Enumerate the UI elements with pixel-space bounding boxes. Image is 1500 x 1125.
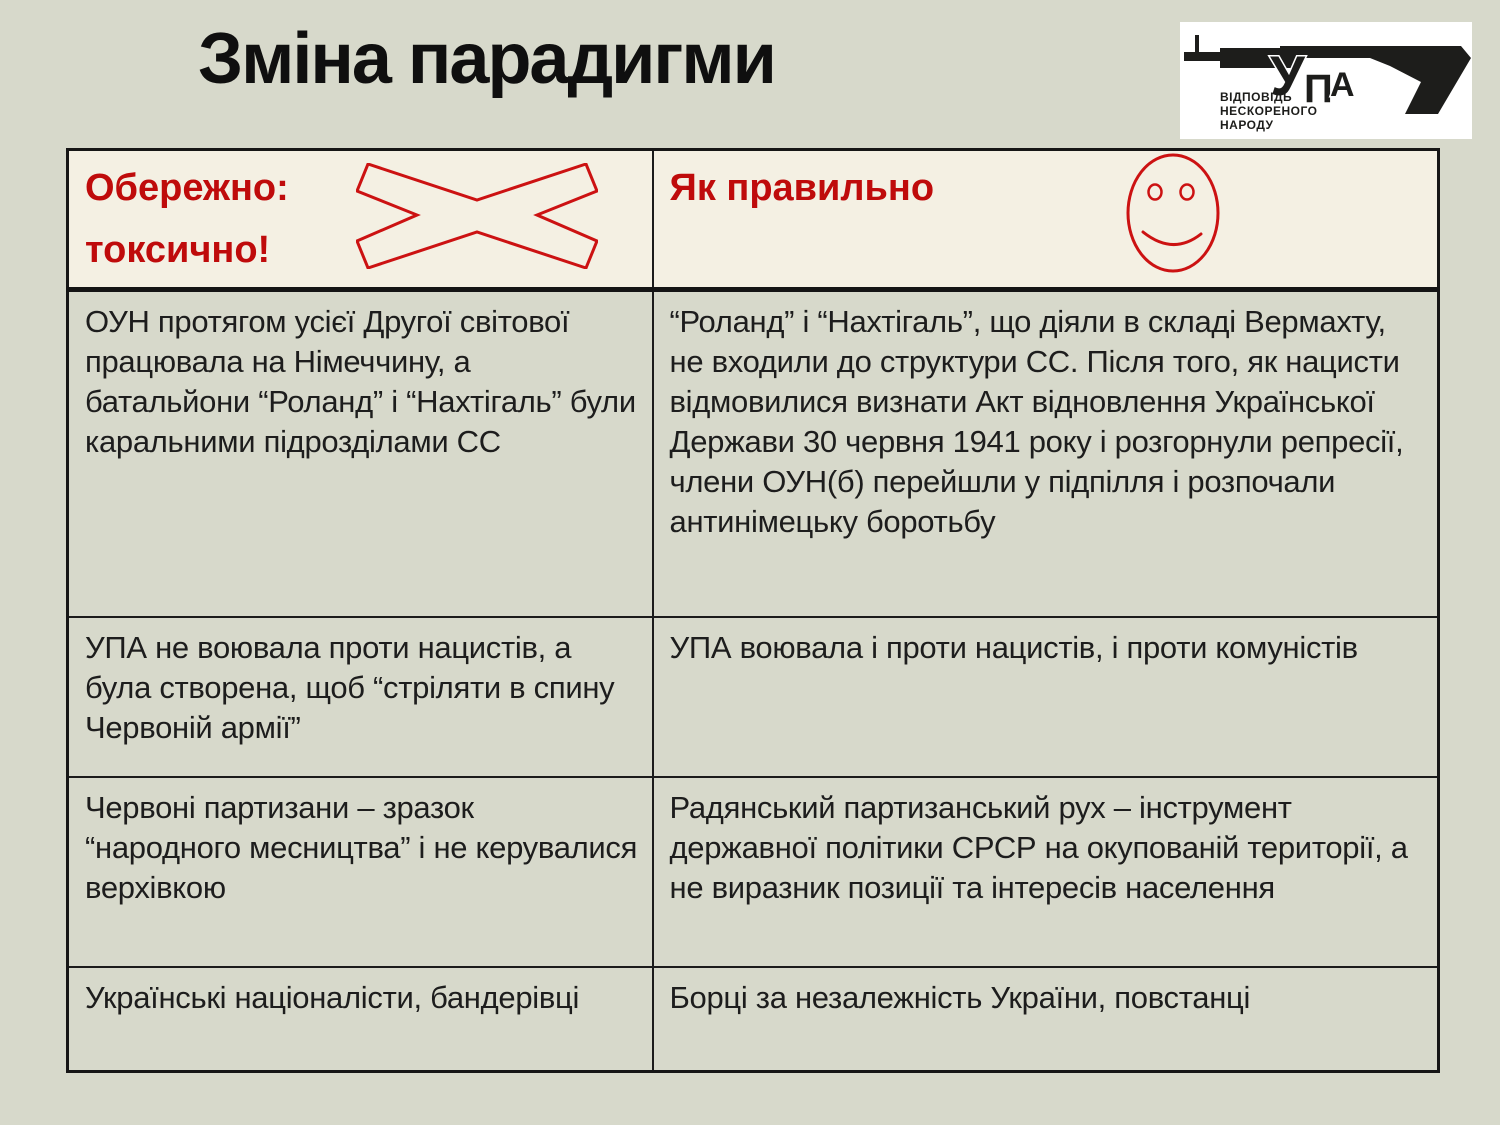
logo-caption-line: НЕСКОРЕНОГО xyxy=(1220,104,1317,118)
correct-cell: Борці за незалежність України, повстанці xyxy=(651,965,1440,1073)
upa-logo: У П А ВІДПОВІДЬ НЕСКОРЕНОГО НАРОДУ xyxy=(1180,22,1472,139)
toxic-cell: ОУН протягом усієї Другої світової працю… xyxy=(66,288,654,618)
toxic-cell: Червоні партизани – зразок “народного ме… xyxy=(66,775,654,968)
logo-caption-line: НАРОДУ xyxy=(1220,118,1274,132)
upa-rifle-logo-icon: У П А ВІДПОВІДЬ НЕСКОРЕНОГО НАРОДУ xyxy=(1184,35,1471,132)
correct-column-header: Як правильно xyxy=(651,148,1440,292)
table-row: ОУН протягом усієї Другої світової працю… xyxy=(66,288,1440,618)
comparison-table: Обережно: токсично! Як правильно xyxy=(66,148,1440,1073)
table-row: Червоні партизани – зразок “народного ме… xyxy=(66,775,1440,968)
logo-letter-p: П xyxy=(1304,67,1333,111)
correct-cell: “Роланд” і “Нахтігаль”, що діяли в склад… xyxy=(651,288,1440,618)
correct-cell: УПА воювала і проти нацистів, і проти ко… xyxy=(651,615,1440,778)
toxic-header-line1: Обережно: xyxy=(85,167,289,209)
logo-caption-line: ВІДПОВІДЬ xyxy=(1220,90,1292,104)
toxic-cell: УПА не воювала проти нацистів, а була ст… xyxy=(66,615,654,778)
table-row: УПА не воювала проти нацистів, а була ст… xyxy=(66,615,1440,778)
smiley-face-icon xyxy=(1125,152,1221,274)
logo-letter-a: А xyxy=(1330,66,1355,104)
table-row: Українські націоналісти, бандерівці Борц… xyxy=(66,965,1440,1073)
page-title: Зміна парадигми xyxy=(198,19,777,99)
toxic-header-line2: токсично! xyxy=(85,229,271,271)
toxic-cell: Українські націоналісти, бандерівці xyxy=(66,965,654,1073)
logo-letter-u: У xyxy=(1270,44,1306,107)
table-header-row: Обережно: токсично! Як правильно xyxy=(66,148,1440,292)
toxic-column-header: Обережно: токсично! xyxy=(66,148,654,292)
correct-cell: Радянський партизанський рух – інструмен… xyxy=(651,775,1440,968)
crossed-x-icon xyxy=(356,163,598,269)
correct-header-label: Як правильно xyxy=(669,167,935,209)
